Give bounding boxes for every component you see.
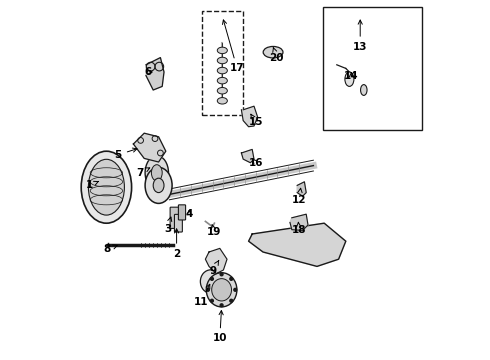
Ellipse shape [217, 47, 227, 54]
Circle shape [206, 288, 209, 291]
FancyBboxPatch shape [174, 215, 182, 232]
Circle shape [211, 299, 213, 302]
Ellipse shape [212, 279, 231, 301]
Ellipse shape [200, 270, 221, 293]
Circle shape [220, 273, 223, 276]
Ellipse shape [217, 77, 227, 84]
Circle shape [230, 299, 233, 302]
Text: 3: 3 [164, 217, 172, 234]
Bar [323, 7, 422, 130]
Text: 4: 4 [186, 209, 193, 219]
Text: 5: 5 [115, 148, 137, 160]
Text: 17: 17 [222, 20, 245, 73]
Text: 9: 9 [209, 260, 219, 276]
Circle shape [220, 304, 223, 307]
Polygon shape [290, 214, 308, 230]
Ellipse shape [81, 151, 132, 223]
Circle shape [234, 288, 237, 291]
Circle shape [230, 278, 233, 280]
Polygon shape [242, 106, 258, 127]
Text: 6: 6 [144, 67, 152, 77]
Text: 13: 13 [353, 20, 368, 52]
Text: 10: 10 [213, 311, 227, 343]
Ellipse shape [217, 67, 227, 74]
FancyBboxPatch shape [178, 205, 186, 220]
Text: 11: 11 [194, 284, 210, 307]
Text: 20: 20 [270, 47, 284, 63]
Ellipse shape [217, 98, 227, 104]
Ellipse shape [145, 156, 169, 190]
Ellipse shape [345, 72, 354, 86]
Ellipse shape [151, 165, 162, 181]
Text: 14: 14 [344, 71, 359, 81]
Ellipse shape [263, 46, 283, 58]
Text: 2: 2 [173, 229, 180, 259]
Ellipse shape [217, 87, 227, 94]
Text: 15: 15 [248, 114, 263, 127]
Ellipse shape [206, 273, 237, 307]
Ellipse shape [361, 85, 367, 95]
Bar [202, 11, 243, 115]
Text: 12: 12 [292, 188, 306, 205]
Ellipse shape [217, 57, 227, 64]
Polygon shape [133, 133, 166, 162]
Polygon shape [248, 223, 346, 266]
Circle shape [211, 278, 213, 280]
Polygon shape [146, 58, 164, 90]
Text: 7: 7 [136, 168, 150, 178]
Text: 1: 1 [86, 180, 98, 190]
Text: 19: 19 [207, 224, 221, 237]
Polygon shape [297, 182, 306, 196]
Text: 8: 8 [104, 244, 117, 254]
Ellipse shape [88, 159, 124, 215]
Polygon shape [242, 149, 254, 163]
FancyBboxPatch shape [170, 207, 179, 229]
Ellipse shape [145, 167, 172, 203]
Ellipse shape [153, 178, 164, 193]
Polygon shape [205, 248, 227, 274]
Text: 18: 18 [292, 222, 306, 235]
Text: 16: 16 [248, 158, 263, 168]
